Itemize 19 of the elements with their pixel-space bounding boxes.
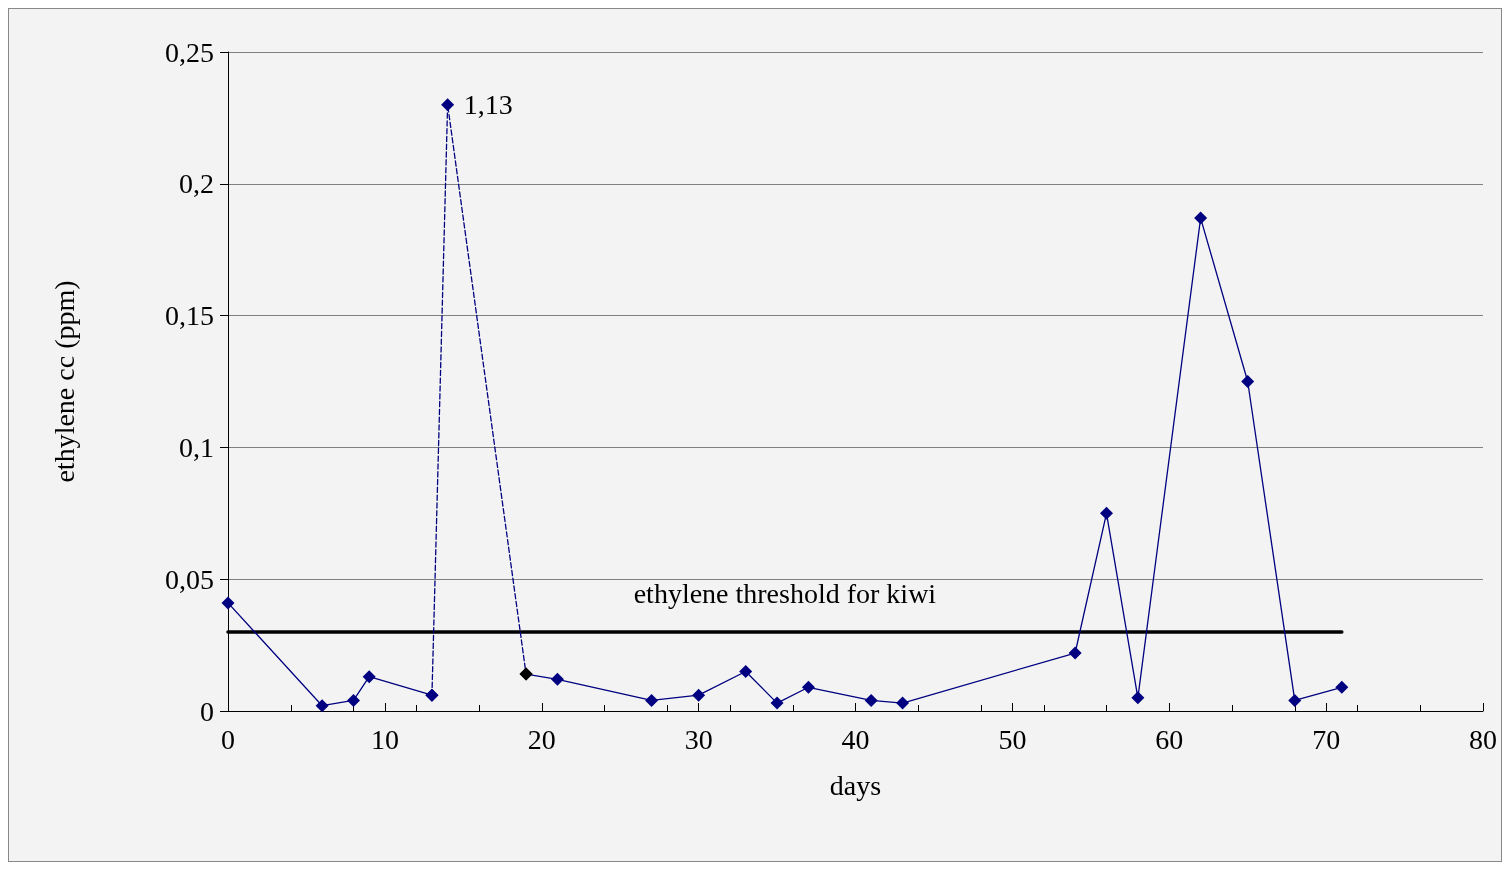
x-tick-label: 30 <box>684 723 713 755</box>
annotation: 1,13 <box>463 89 513 121</box>
y-tick-label: 0,2 <box>179 168 214 200</box>
x-tick-label: 70 <box>1312 723 1341 755</box>
x-tick-label: 40 <box>841 723 870 755</box>
x-axis-title: days <box>829 769 882 801</box>
x-tick-label: 10 <box>370 723 399 755</box>
y-tick-label: 0,15 <box>165 300 214 332</box>
x-tick-label: 60 <box>1155 723 1184 755</box>
y-axis-title: ethylene cc (ppm) <box>48 280 80 483</box>
y-tick-label: 0,1 <box>179 431 214 463</box>
y-tick-label: 0 <box>200 695 214 727</box>
series-label: ethylene threshold for kiwi <box>633 578 937 610</box>
x-tick-label: 0 <box>221 723 235 755</box>
x-tick-label: 80 <box>1469 723 1497 755</box>
x-tick-label: 50 <box>998 723 1027 755</box>
y-tick-label: 0,05 <box>165 563 214 595</box>
x-tick-label: 20 <box>527 723 556 755</box>
y-tick-label: 0,25 <box>165 36 214 68</box>
